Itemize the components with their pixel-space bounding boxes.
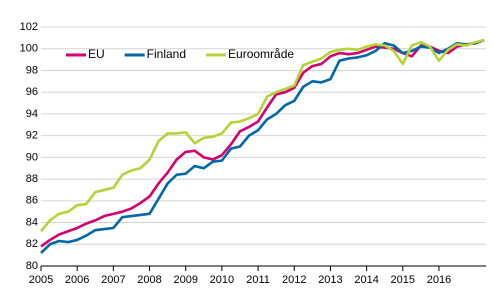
- series-line: [40, 38, 485, 248]
- x-tick-label: 2013: [318, 274, 342, 286]
- x-tick-label: 2005: [29, 274, 53, 286]
- legend-label: Euroområde: [228, 47, 294, 61]
- x-tick-label: 2016: [427, 274, 451, 286]
- y-tick-label: 84: [26, 216, 38, 228]
- x-tick-label: 2011: [246, 274, 270, 286]
- y-tick-label: 100: [20, 43, 38, 55]
- x-tick-label: 2012: [282, 274, 306, 286]
- y-tick-label: 80: [26, 260, 38, 272]
- x-tick-label: 2015: [391, 274, 415, 286]
- y-tick-label: 92: [26, 130, 38, 142]
- x-tick-label: 2006: [65, 274, 89, 286]
- y-tick-label: 82: [26, 238, 38, 250]
- series-line: [40, 38, 485, 233]
- legend-label: Finland: [147, 47, 186, 61]
- x-tick-label: 2009: [173, 274, 197, 286]
- y-tick-label: 94: [26, 108, 38, 120]
- y-tick-label: 86: [26, 195, 38, 207]
- x-tick-label: 2007: [101, 274, 125, 286]
- y-tick-label: 98: [26, 64, 38, 76]
- y-tick-label: 90: [26, 151, 38, 163]
- x-tick-label: 2010: [210, 274, 234, 286]
- y-tick-label: 96: [26, 86, 38, 98]
- y-tick-label: 88: [26, 173, 38, 185]
- y-tick-label: 102: [20, 21, 38, 33]
- x-tick-label: 2008: [137, 274, 161, 286]
- x-tick-label: 2014: [354, 274, 378, 286]
- legend-label: EU: [88, 47, 105, 61]
- series-line: [40, 38, 485, 254]
